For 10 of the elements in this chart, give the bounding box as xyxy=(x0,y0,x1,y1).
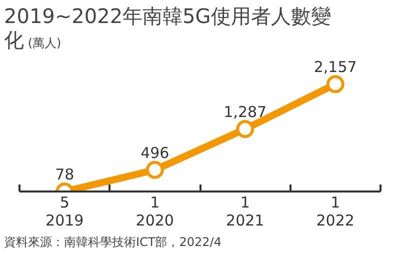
chart-subtitle: (萬人) xyxy=(26,36,62,50)
data-label: 496 xyxy=(140,144,170,162)
x-tick-label: 1 2020 xyxy=(136,194,174,230)
data-label: 1,287 xyxy=(224,103,267,122)
x-tick-label: 5 2019 xyxy=(46,194,84,230)
data-label: 78 xyxy=(55,166,74,184)
x-tick-label: 1 2021 xyxy=(226,194,264,230)
source-note: 資料來源：南韓科學技術ICT部，2022/4 xyxy=(4,234,222,251)
data-label: 2,157 xyxy=(314,58,357,76)
x-tick-label: 1 2022 xyxy=(316,194,354,230)
